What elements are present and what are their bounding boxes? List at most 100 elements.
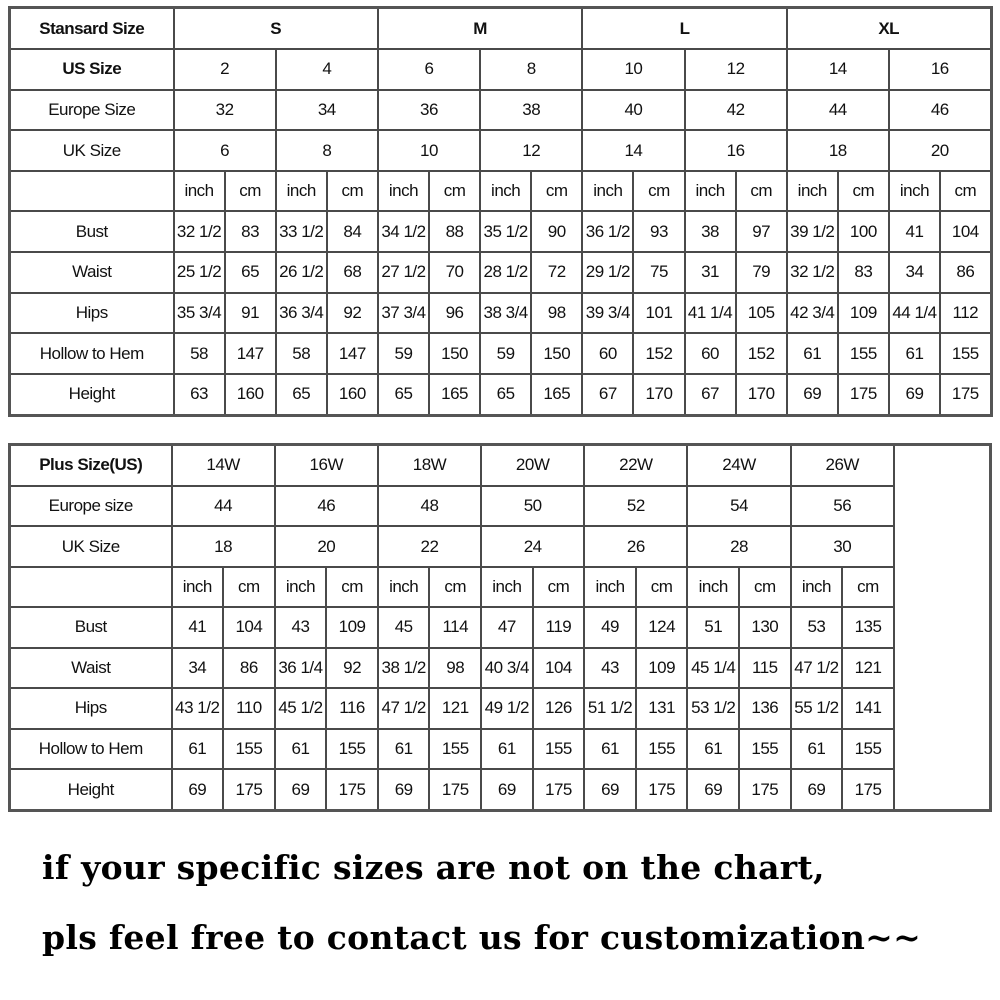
measurement-value: 61: [887, 332, 942, 375]
measurement-value: 61: [273, 727, 328, 771]
measurement-value: 67: [683, 372, 737, 417]
measurement-value: 84: [325, 210, 379, 254]
measurement-value: 155: [938, 332, 993, 375]
measurement-label: Bust: [8, 210, 175, 254]
europe-size-cell: 48: [376, 484, 483, 528]
unit-inch: inch: [785, 169, 839, 213]
measurement-label: Hollow to Hem: [8, 332, 175, 375]
measurement-value: 79: [734, 251, 788, 294]
measurement-value: 67: [581, 372, 635, 417]
measurement-label: Height: [8, 768, 173, 812]
measurement-value: 121: [841, 646, 895, 690]
measurement-value: 39 1/2: [785, 210, 839, 254]
measurement-value: 69: [376, 768, 431, 812]
measurement-value: 155: [531, 727, 586, 771]
measurement-value: 115: [738, 646, 792, 690]
measurement-value: 109: [634, 646, 689, 690]
empty-column: [892, 443, 992, 812]
measurement-row-height: Height 63 160 65 160 65 165 65 165 67 170 67 170 69 17…: [8, 372, 993, 417]
measurement-value: 160: [325, 372, 379, 417]
measurement-value: 175: [738, 768, 792, 812]
us-size-cell: 4: [274, 48, 379, 91]
measurement-value: 63: [172, 372, 226, 417]
europe-size-cell: 56: [789, 484, 895, 528]
measurement-value: 175: [325, 768, 379, 812]
measurement-value: 155: [841, 727, 895, 771]
measurement-label: Height: [8, 372, 175, 417]
measurement-value: 41: [170, 606, 225, 649]
measurement-value: 44 1/4: [887, 291, 942, 335]
measurement-value: 58: [274, 332, 328, 375]
size-group-m: M: [376, 6, 584, 51]
measurement-value: 28 1/2: [479, 251, 533, 294]
measurement-value: 116: [325, 687, 379, 730]
measurement-value: 47: [480, 606, 534, 649]
measurement-value: 36 3/4: [274, 291, 328, 335]
unit-cm: cm: [222, 565, 276, 609]
unit-inch: inch: [274, 169, 328, 213]
measurement-value: 69: [583, 768, 637, 812]
europe-size-cell: 32: [172, 88, 277, 132]
standard-size-table: Stansard Size S M L XL US Size 2 4 6 8 10 12 14 16 Eur…: [8, 6, 993, 417]
plus-us-size-cell: 16W: [273, 443, 379, 487]
measurement-value: 34: [170, 646, 225, 690]
measurement-row-waist: Waist 25 1/2 65 26 1/2 68 27 1/2 70 28 1/2 72 29 …: [8, 251, 993, 294]
measurement-value: 34 1/2: [376, 210, 431, 254]
uk-size-cell: 28: [686, 525, 792, 568]
measurement-value: 97: [734, 210, 788, 254]
unit-cm: cm: [938, 169, 993, 213]
measurement-value: 170: [734, 372, 788, 417]
unit-inch: inch: [581, 169, 635, 213]
uk-size-label: UK Size: [8, 525, 173, 568]
unit-cm: cm: [325, 565, 379, 609]
measurement-value: 69: [686, 768, 741, 812]
measurement-value: 150: [530, 332, 584, 375]
plus-us-size-cell: 22W: [583, 443, 689, 487]
unit-inch: inch: [376, 565, 431, 609]
measurement-value: 131: [634, 687, 689, 730]
measurement-value: 68: [325, 251, 379, 294]
plus-us-size-cell: 26W: [789, 443, 895, 487]
measurement-value: 61: [583, 727, 637, 771]
measurement-value: 42 3/4: [785, 291, 839, 335]
measurement-value: 100: [836, 210, 890, 254]
europe-size-cell: 52: [583, 484, 689, 528]
plus-size-table: Plus Size(US) 14W 16W 18W 20W 22W 24W 26W Europe…: [8, 443, 993, 812]
measurement-value: 70: [427, 251, 482, 294]
unit-cm: cm: [325, 169, 379, 213]
measurement-value: 104: [531, 646, 586, 690]
uk-size-cell: 18: [170, 525, 276, 568]
measurement-value: 36 1/4: [273, 646, 328, 690]
europe-size-cell: 34: [274, 88, 379, 132]
measurement-value: 86: [938, 251, 993, 294]
measurement-value: 33 1/2: [274, 210, 328, 254]
measurement-value: 35 3/4: [172, 291, 226, 335]
measurement-value: 98: [530, 291, 584, 335]
measurement-value: 59: [376, 332, 431, 375]
measurement-value: 92: [325, 646, 379, 690]
us-size-row: US Size 2 4 6 8 10 12 14 16: [8, 48, 993, 91]
unit-inch: inch: [479, 169, 533, 213]
europe-size-cell: 46: [887, 88, 993, 132]
uk-size-cell: 10: [376, 129, 482, 172]
us-size-cell: 8: [479, 48, 584, 91]
plus-size-header: Plus Size(US): [8, 443, 173, 487]
uk-size-cell: 6: [172, 129, 277, 172]
measurement-value: 147: [325, 332, 379, 375]
europe-size-cell: 40: [581, 88, 686, 132]
unit-cm: cm: [428, 565, 483, 609]
measurement-value: 47 1/2: [376, 687, 431, 730]
europe-size-cell: 42: [683, 88, 788, 132]
measurement-value: 51 1/2: [583, 687, 637, 730]
measurement-value: 165: [427, 372, 482, 417]
measurement-value: 65: [274, 372, 328, 417]
measurement-value: 61: [789, 727, 844, 771]
measurement-value: 110: [222, 687, 276, 730]
europe-size-row: Europe Size 32 34 36 38 40 42 44 46: [8, 88, 993, 132]
measurement-row-bust: Bust 41 104 43 109 45 114 47 119 49 124 51 130 53 135: [8, 606, 991, 649]
measurement-value: 61: [376, 727, 431, 771]
us-size-cell: 12: [683, 48, 788, 91]
measurement-value: 114: [428, 606, 483, 649]
measurement-value: 29 1/2: [581, 251, 635, 294]
europe-size-cell: 50: [480, 484, 586, 528]
